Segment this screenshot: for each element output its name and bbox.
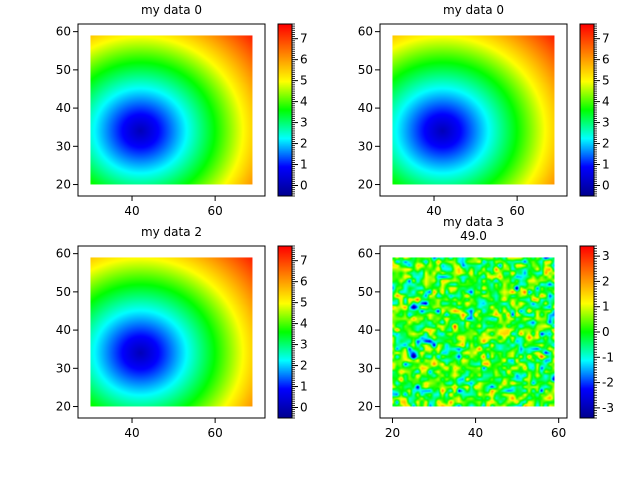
y-tick-label: 40	[358, 323, 373, 337]
colorbar-tick-label: 3	[300, 116, 308, 130]
y-tick-label: 50	[56, 285, 71, 299]
y-tick-label: 50	[358, 63, 373, 77]
y-tick-label: 60	[358, 25, 373, 39]
y-tick-label: 20	[358, 178, 373, 192]
colorbar-tick-label: 4	[300, 95, 308, 109]
heatmap-image	[392, 257, 555, 407]
axes-frame	[77, 245, 266, 419]
colorbar-tick-label: -1	[602, 350, 614, 364]
heatmap-image	[392, 35, 555, 185]
x-tick-label: 40	[124, 204, 139, 218]
axes-frame	[77, 23, 266, 197]
colorbar-tick-label: 3	[602, 116, 610, 130]
x-tick-label: 60	[509, 204, 524, 218]
colorbar-tick-label: 4	[300, 317, 308, 331]
y-tick-label: 40	[56, 101, 71, 115]
colorbar	[278, 246, 292, 418]
colorbar	[278, 24, 292, 196]
x-tick-label: 40	[124, 426, 139, 440]
colorbar-tick-label: 2	[602, 274, 610, 288]
colorbar-tick-label: 6	[300, 275, 308, 289]
y-tick-label: 50	[56, 63, 71, 77]
colorbar-tick-label: 7	[300, 32, 308, 46]
subplot-title: my data 2	[141, 225, 202, 239]
colorbar	[580, 246, 594, 418]
colorbar-tick-label: -2	[602, 376, 614, 390]
subplot-3: 20 40 60 20 30 40 50 60 my data 349.0 -3 -2 -1 0 1 2 3	[358, 215, 614, 440]
x-tick-label: 40	[468, 426, 483, 440]
colorbar-tick-label: 2	[602, 137, 610, 151]
colorbar-tick-label: 5	[300, 296, 308, 310]
subplot-2: 40 60 20 30 40 50 60 my data 2 0 1 2 3 4 5 6 7	[56, 225, 308, 440]
y-tick-label: 40	[358, 101, 373, 115]
colorbar-tick-label: 7	[602, 32, 610, 46]
colorbar-tick-label: 5	[300, 74, 308, 88]
colorbar-tick-label: 5	[602, 74, 610, 88]
y-tick-label: 20	[358, 400, 373, 414]
y-tick-label: 60	[358, 247, 373, 261]
colorbar-tick-label: 1	[300, 380, 308, 394]
heatmap-image	[90, 35, 253, 185]
y-tick-label: 40	[56, 323, 71, 337]
colorbar-tick-label: 6	[300, 53, 308, 67]
colorbar-tick-label: 2	[300, 137, 308, 151]
colorbar-tick-label: 0	[602, 325, 610, 339]
x-tick-label: 40	[426, 204, 441, 218]
colorbar-tick-label: -3	[602, 401, 614, 415]
y-tick-label: 30	[56, 139, 71, 153]
y-tick-label: 60	[56, 247, 71, 261]
x-tick-label: 60	[551, 426, 566, 440]
colorbar-tick-label: 1	[602, 300, 610, 314]
colorbar-tick-label: 7	[300, 254, 308, 268]
subplot-title: my data 3	[443, 215, 504, 229]
heatmap-image	[90, 257, 253, 407]
colorbar-tick-label: 0	[602, 179, 610, 193]
axes-frame	[379, 245, 568, 419]
x-tick-label: 60	[207, 426, 222, 440]
y-tick-label: 30	[358, 139, 373, 153]
colorbar-tick-label: 0	[300, 179, 308, 193]
colorbar	[580, 24, 594, 196]
colorbar-tick-label: 3	[300, 338, 308, 352]
colorbar-tick-label: 1	[602, 158, 610, 172]
y-tick-label: 20	[56, 400, 71, 414]
y-tick-label: 30	[56, 361, 71, 375]
colorbar-tick-label: 4	[602, 95, 610, 109]
subplot-0: 40 60 20 30 40 50 60 my data 0 0 1 2 3 4 5 6 7	[56, 3, 308, 218]
colorbar-tick-label: 0	[300, 401, 308, 415]
colorbar-tick-label: 1	[300, 158, 308, 172]
subplot-subtitle: 49.0	[460, 229, 487, 243]
y-tick-label: 50	[358, 285, 373, 299]
axes-frame	[379, 23, 568, 197]
subplot-title: my data 0	[443, 3, 504, 17]
x-tick-label: 20	[385, 426, 400, 440]
colorbar-tick-label: 2	[300, 359, 308, 373]
colorbar-tick-label: 3	[602, 249, 610, 263]
y-tick-label: 20	[56, 178, 71, 192]
y-tick-label: 60	[56, 25, 71, 39]
subplot-1: 40 60 20 30 40 50 60 my data 0 0 1 2 3 4 5 6 7	[358, 3, 610, 218]
subplot-title: my data 0	[141, 3, 202, 17]
x-tick-label: 60	[207, 204, 222, 218]
y-tick-label: 30	[358, 361, 373, 375]
colorbar-tick-label: 6	[602, 53, 610, 67]
